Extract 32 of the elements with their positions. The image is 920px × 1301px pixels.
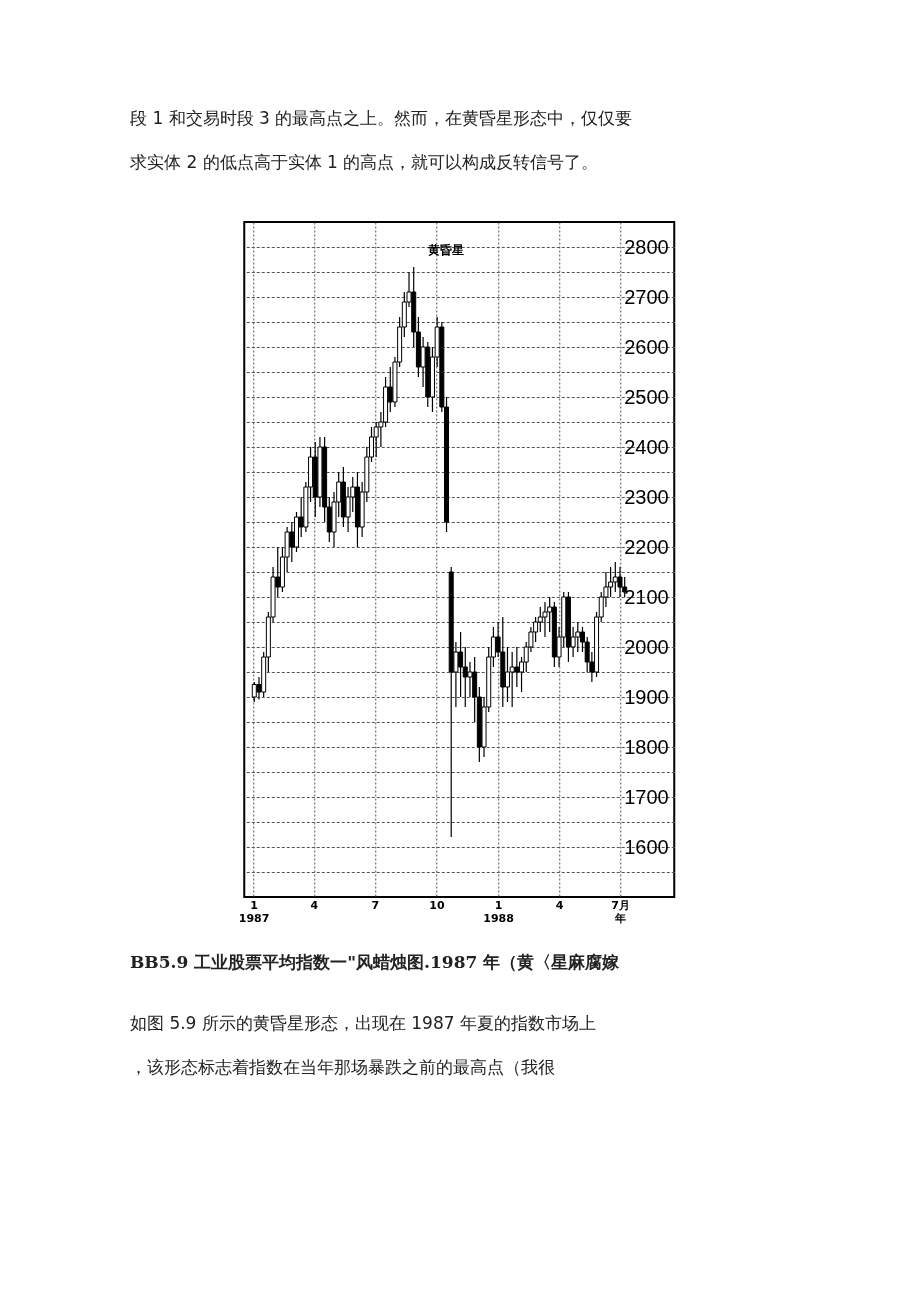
- y-tick-label: 2700: [624, 285, 669, 308]
- x-tick-label: 10: [429, 898, 445, 912]
- x-tick-label: 7: [371, 898, 380, 912]
- candlestick: [617, 566, 623, 598]
- candlestick: [462, 646, 468, 708]
- y-tick-label: 1600: [624, 835, 669, 858]
- candlestick: [514, 646, 520, 688]
- y-tick-label: 2800: [624, 235, 669, 258]
- candlestick: [509, 651, 515, 708]
- x-tick-label: 4: [310, 898, 319, 912]
- y-tick-label: 2300: [624, 485, 669, 508]
- x-tick-label: 4: [555, 898, 564, 912]
- x-tick-label: 1 1987: [238, 898, 270, 925]
- y-tick-label: 2000: [624, 635, 669, 658]
- text: BB5.9 工业股票平均指数一"风蜡烛图.1987 年（黄〈星麻腐嫁: [130, 952, 621, 972]
- text: 如图 5.9 所示的黄昏星形态，出现在 1987 年夏的指数市场上，该形态标志着指数在当年那场暴跌之前的最高点（我很: [130, 1013, 596, 1077]
- candlestick: [467, 661, 473, 698]
- candlestick: [251, 681, 257, 703]
- text: 段 1 和交易时段 3 的最高点之上。然而，在黄昏星形态中，仅仅要求实体 2 的低点高于实体 1 的高点，就可以构成反转信号了。: [130, 108, 633, 172]
- y-tick-label: 1700: [624, 785, 669, 808]
- x-tick-label: 1 1988: [483, 898, 514, 925]
- y-tick-label: 2100: [624, 585, 669, 608]
- candlestick: [504, 646, 510, 703]
- x-tick-label: 7月年: [611, 898, 630, 925]
- y-tick-label: 2200: [624, 535, 669, 558]
- y-tick-label: 1800: [624, 735, 669, 758]
- y-tick-label: 2600: [624, 335, 669, 358]
- y-tick-label: 2400: [624, 435, 669, 458]
- y-tick-label: 1900: [624, 685, 669, 708]
- y-tick-label: 2500: [624, 385, 669, 408]
- candlestick: [542, 601, 548, 638]
- annotation: 黄昏星: [426, 243, 464, 257]
